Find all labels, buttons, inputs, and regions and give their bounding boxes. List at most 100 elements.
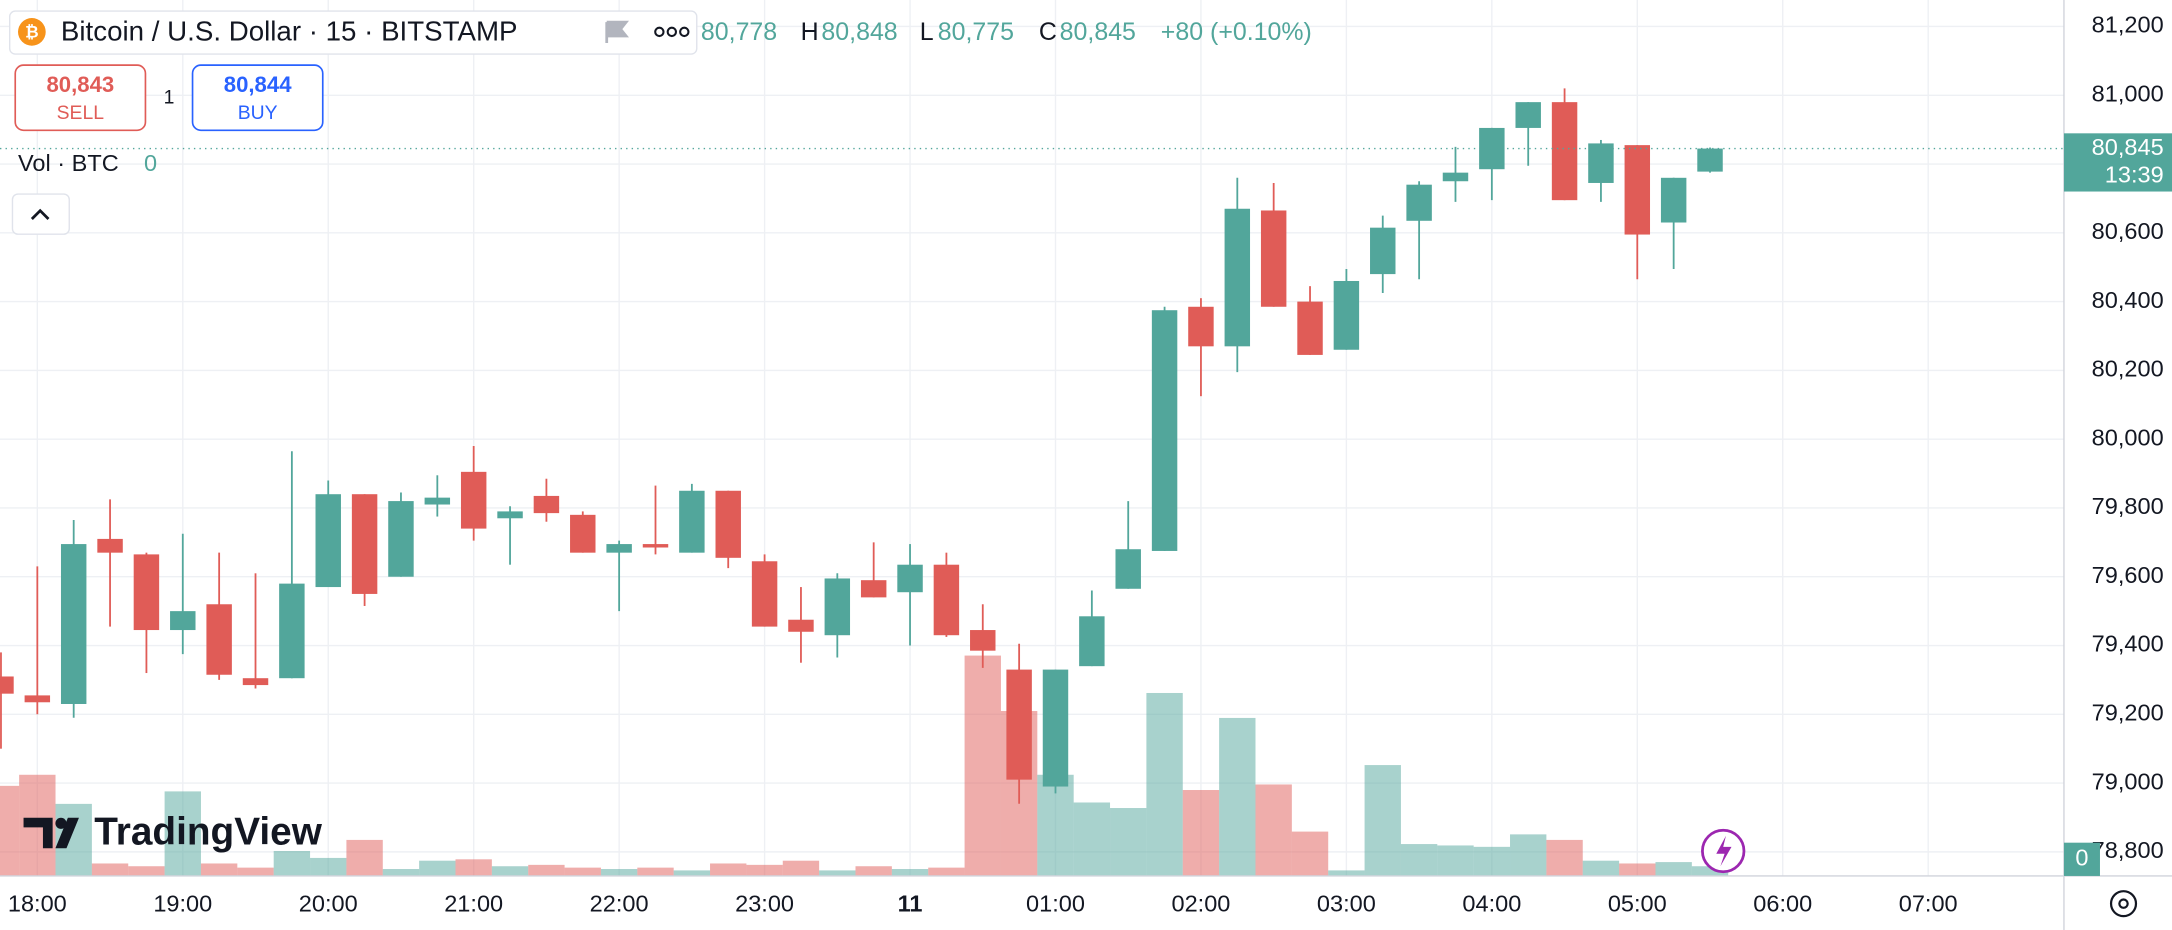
flag-icon[interactable] — [605, 20, 629, 43]
ohlc-change: +80 (+0.10%) — [1161, 18, 1312, 46]
volume-bar — [0, 785, 20, 876]
candle-body — [1115, 549, 1141, 589]
volume-bar — [600, 869, 638, 876]
dot — [654, 26, 665, 38]
symbol-box[interactable] — [9, 10, 698, 55]
candle-body — [1370, 227, 1396, 275]
logo-text: TradingView — [94, 811, 322, 854]
volume-bar — [1291, 831, 1329, 876]
candle-body — [715, 490, 741, 558]
volume-bar — [1691, 866, 1729, 876]
candle-body — [424, 497, 451, 505]
volume-bar — [1146, 692, 1183, 876]
candle-body — [1515, 102, 1541, 128]
volume-bar — [746, 864, 783, 876]
x-tick-label: 22:00 — [590, 890, 649, 916]
ohlc-close: 80,845 — [1060, 18, 1136, 46]
volume-bar — [200, 863, 238, 876]
volume-bar — [1437, 845, 1474, 876]
candle-body — [1406, 184, 1432, 221]
candle-body — [606, 544, 632, 553]
volume-bar — [528, 864, 565, 876]
candle-body — [1151, 310, 1178, 551]
candle-body — [970, 630, 996, 651]
buy-button[interactable] — [191, 64, 324, 132]
candle-body — [1588, 143, 1614, 183]
volume-bar — [782, 860, 820, 876]
candle-body — [1333, 280, 1360, 350]
ohlc-high-label: H — [801, 18, 819, 46]
candle-body — [351, 494, 378, 594]
volume-bar — [310, 857, 347, 876]
y-tick-label: 79,200 — [2092, 700, 2164, 726]
candle-body — [1297, 301, 1323, 355]
sell-button[interactable] — [14, 64, 147, 132]
volume-axis-label: 0 — [2075, 845, 2088, 871]
bitcoin-glyph: ₿ — [25, 23, 39, 42]
last-price-box — [2063, 133, 2172, 192]
volume-bar — [128, 866, 165, 876]
candle-body — [0, 676, 14, 694]
x-tick-label: 21:00 — [444, 890, 503, 916]
candles — [0, 88, 1723, 804]
candle-body — [1188, 306, 1214, 347]
volume-bar — [1619, 863, 1656, 876]
x-tick-label: 20:00 — [299, 890, 358, 916]
candle-body — [1697, 148, 1723, 172]
volume-bar — [273, 850, 311, 876]
assistant-bolt — [1716, 835, 1732, 867]
candle-body — [60, 544, 87, 704]
y-tick-label: 80,400 — [2092, 287, 2164, 313]
y-tick-label: 81,000 — [2092, 80, 2164, 106]
candle-body — [242, 678, 269, 686]
volume-bar — [819, 870, 856, 876]
volume-bar — [237, 867, 274, 876]
volume-pane — [0, 655, 1729, 876]
candle-body — [1224, 208, 1251, 347]
ohlc-high: 80,848 — [821, 18, 897, 46]
sell-label: SELL — [57, 102, 105, 124]
volume-bar — [455, 859, 492, 876]
more-button[interactable] — [654, 26, 690, 38]
candle-body — [133, 554, 160, 631]
candle-body — [1442, 172, 1469, 182]
volume-bar — [419, 860, 456, 876]
volume-bar — [1219, 717, 1256, 876]
bitcoin-icon — [18, 18, 46, 46]
volume-bar — [346, 839, 383, 876]
volume-bar — [1655, 862, 1692, 876]
volume-bar — [928, 867, 965, 876]
x-tick-label: 11 — [898, 890, 923, 916]
volume-bar — [891, 869, 929, 876]
y-tick-label: 80,600 — [2092, 218, 2164, 244]
x-tick-label: 06:00 — [1753, 890, 1812, 916]
candle-body — [97, 538, 123, 553]
candle-body — [170, 611, 196, 631]
volume-bar — [964, 655, 1001, 876]
y-tick-label: 79,000 — [2092, 768, 2164, 794]
last-price-label: 80,845 — [2092, 134, 2164, 160]
dot — [679, 26, 690, 38]
settings-center — [2118, 898, 2129, 909]
volume-bar — [1473, 846, 1511, 876]
x-tick-label: 07:00 — [1899, 890, 1958, 916]
candle-body — [1006, 669, 1032, 780]
settings-icon[interactable] — [2109, 890, 2138, 918]
volume-bar — [1582, 860, 1620, 876]
volume-bar — [1182, 790, 1220, 876]
volume-bar — [855, 866, 892, 876]
candle-body — [497, 511, 523, 519]
collapse-button[interactable] — [11, 193, 70, 235]
y-tick-label: 80,000 — [2092, 424, 2164, 450]
volume-bar — [1364, 765, 1401, 876]
grid — [0, 0, 2064, 876]
assistant-button[interactable] — [1701, 828, 1746, 874]
y-tick-label: 81,200 — [2092, 12, 2164, 38]
candle-body — [533, 495, 560, 514]
candle-body — [860, 580, 887, 598]
y-tick-label: 78,800 — [2092, 837, 2164, 863]
volume-bar — [91, 863, 129, 876]
volume-bar — [1546, 839, 1583, 876]
